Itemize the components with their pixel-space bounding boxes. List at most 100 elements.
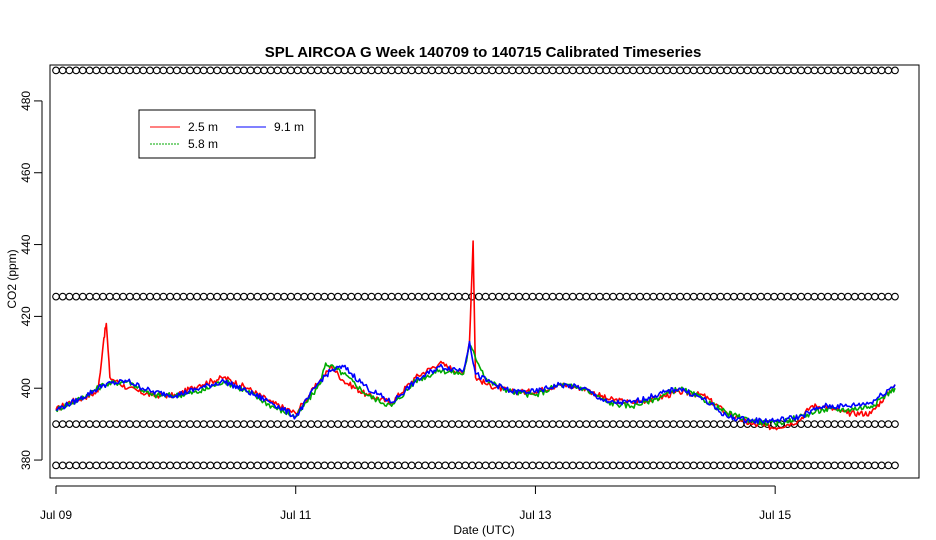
flag-marker	[347, 420, 356, 428]
flag-marker	[219, 420, 228, 428]
flag-marker	[441, 420, 450, 428]
flag-marker	[542, 292, 550, 301]
flag-marker	[112, 461, 121, 470]
y-tick-label: 380	[19, 450, 33, 470]
flag-marker	[186, 420, 195, 428]
flag-marker	[656, 66, 664, 75]
flag-marker	[810, 420, 819, 428]
flag-marker	[743, 461, 752, 470]
flag-marker	[475, 292, 483, 301]
flag-marker	[495, 292, 503, 301]
flag-marker	[448, 292, 456, 301]
flag-marker	[401, 461, 409, 470]
flag-marker	[582, 66, 591, 75]
flag-marker	[783, 292, 792, 301]
flag-marker	[219, 66, 228, 75]
flag-marker	[313, 420, 322, 428]
flag-marker	[85, 66, 94, 75]
flag-marker	[884, 66, 893, 75]
flag-marker	[844, 420, 852, 428]
flag-marker	[582, 420, 591, 428]
flag-marker	[508, 66, 517, 75]
flag-marker	[703, 66, 711, 75]
flag-marker	[132, 461, 141, 470]
flag-marker	[401, 292, 409, 301]
flag-marker	[434, 461, 443, 470]
flag-marker	[293, 461, 302, 470]
flag-marker	[421, 66, 430, 75]
flag-marker	[454, 461, 463, 470]
y-axis: 380 400 420 440 460 480	[19, 91, 43, 470]
flag-marker	[770, 461, 779, 470]
flag-marker	[119, 66, 127, 75]
flag-marker	[696, 292, 705, 301]
x-axis-title: Date (UTC)	[453, 523, 514, 537]
flag-marker	[159, 420, 168, 428]
flag-marker	[676, 66, 685, 75]
flag-marker	[468, 66, 477, 75]
flag-marker	[99, 66, 107, 75]
flag-marker	[394, 420, 403, 428]
flag-marker	[454, 420, 463, 428]
flag-marker	[763, 292, 772, 301]
flag-marker	[105, 66, 114, 75]
flag-marker	[179, 420, 188, 428]
flag-marker	[334, 461, 342, 470]
flag-marker	[320, 292, 329, 301]
legend-label-9-1m: 9.1 m	[274, 120, 304, 134]
flag-marker	[340, 292, 349, 301]
flag-marker	[515, 461, 523, 470]
flag-marker	[199, 420, 208, 428]
flag-marker	[58, 461, 67, 470]
flag-marker	[824, 292, 832, 301]
legend-label-5-8m: 5.8 m	[188, 137, 218, 151]
flag-marker	[501, 292, 510, 301]
flag-marker	[716, 461, 725, 470]
flag-marker	[99, 420, 107, 428]
flag-marker	[233, 292, 242, 301]
flag-marker	[548, 461, 557, 470]
flag-marker	[105, 461, 114, 470]
flag-marker	[253, 66, 262, 75]
flag-marker	[374, 420, 383, 428]
flag-marker	[219, 292, 228, 301]
flag-marker	[669, 420, 678, 428]
flag-marker	[226, 461, 235, 470]
flag-marker	[810, 66, 819, 75]
flag-marker	[609, 461, 617, 470]
flag-marker	[649, 461, 658, 470]
flag-marker	[233, 461, 242, 470]
flag-marker	[797, 292, 805, 301]
flag-marker	[448, 420, 456, 428]
flag-marker	[381, 292, 389, 301]
flag-marker	[347, 292, 356, 301]
flag-marker	[683, 292, 691, 301]
flag-marker	[615, 292, 624, 301]
flag-marker	[414, 292, 423, 301]
flag-marker	[132, 292, 141, 301]
y-tick-label: 420	[19, 306, 33, 326]
flag-marker	[817, 66, 826, 75]
flag-marker	[689, 461, 698, 470]
flag-marker	[360, 292, 369, 301]
flag-marker	[730, 461, 738, 470]
flag-marker	[461, 461, 470, 470]
flag-marker	[703, 461, 711, 470]
chart-title: SPL AIRCOA G Week 140709 to 140715 Calib…	[265, 44, 702, 61]
flag-marker	[307, 292, 315, 301]
flag-marker	[488, 461, 497, 470]
flag-marker	[656, 292, 664, 301]
flag-marker	[602, 292, 611, 301]
flag-marker	[709, 66, 718, 75]
flag-marker	[615, 461, 624, 470]
flag-marker	[320, 461, 329, 470]
flag-marker	[354, 66, 362, 75]
flag-marker	[662, 292, 671, 301]
flag-marker	[448, 461, 456, 470]
flag-marker	[609, 292, 617, 301]
flag-marker	[65, 292, 74, 301]
flag-marker	[367, 66, 376, 75]
flag-marker	[58, 66, 67, 75]
flag-marker	[240, 420, 248, 428]
flag-marker	[562, 292, 570, 301]
